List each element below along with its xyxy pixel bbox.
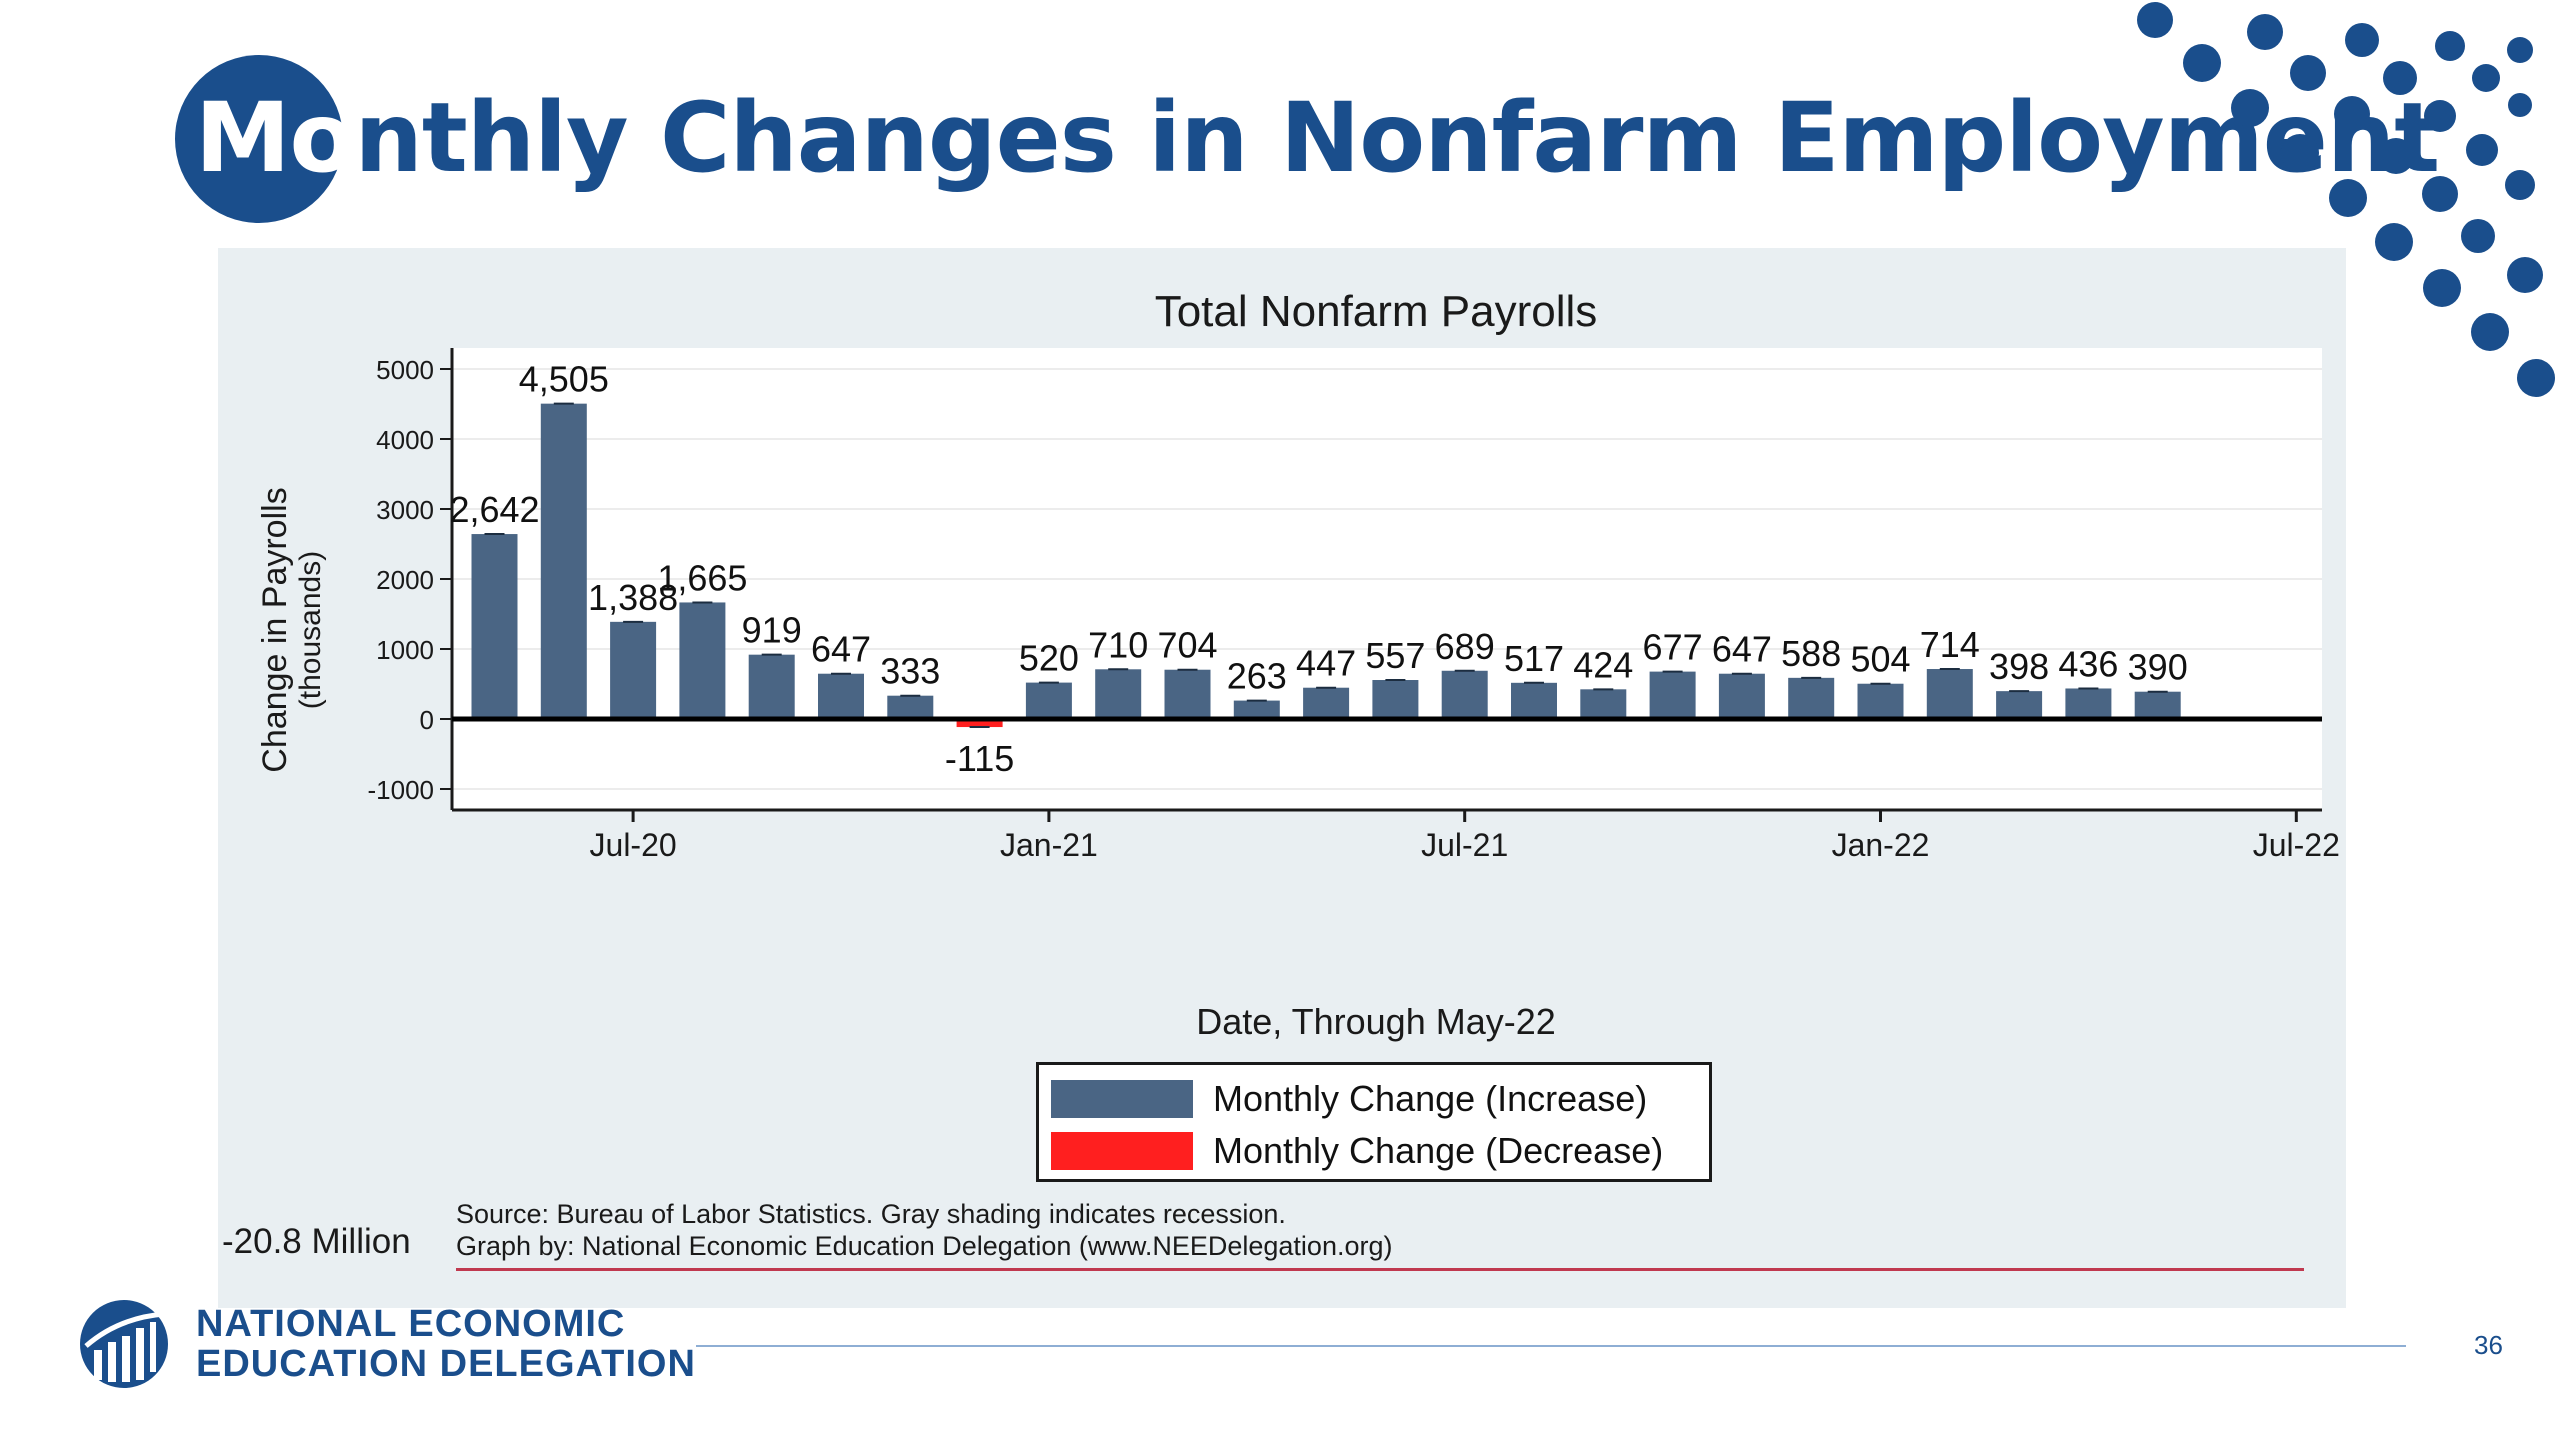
bar-chart: Total Nonfarm Payrolls -1000 0 1000 2000 300…: [256, 287, 2340, 1042]
title-circle: [175, 55, 343, 223]
org-name-line2: EDUCATION DELEGATION: [196, 1343, 696, 1385]
chart-panel: Total Nonfarm Payrolls -1000 0 1000 2000 300…: [218, 248, 2346, 1308]
bar-increase: [471, 534, 518, 719]
data-label: 263: [1227, 656, 1287, 697]
bar-decrease: [956, 719, 1003, 728]
y-tick-label: 1000: [376, 635, 434, 665]
data-label: 2,642: [449, 489, 539, 530]
page-number: 36: [2474, 1330, 2503, 1360]
y-tick-label: 3000: [376, 495, 434, 525]
x-tick-label: Jul-22: [2253, 827, 2340, 863]
bar-increase: [1233, 700, 1280, 719]
x-tick-label: Jul-21: [1421, 827, 1508, 863]
data-label: 1,665: [657, 557, 747, 598]
y-axis: -1000 0 1000 2000 3000 4000 5000: [368, 348, 454, 810]
source-note: Source: Bureau of Labor Statistics. Gray…: [456, 1198, 1392, 1262]
data-label: 919: [742, 610, 802, 651]
footer-rule: [696, 1345, 2406, 1347]
org-name: NATIONAL ECONOMIC EDUCATION DELEGATION: [196, 1304, 696, 1384]
x-tick-label: Jan-22: [1832, 827, 1930, 863]
y-tick-label: -1000: [368, 775, 435, 805]
y-tick-label: 2000: [376, 565, 434, 595]
bar-increase: [1649, 671, 1696, 719]
data-label: 588: [1781, 633, 1841, 674]
data-label: 436: [2058, 643, 2118, 684]
data-label: 1,388: [588, 577, 678, 618]
bar-increase: [1164, 669, 1211, 719]
bar-increase: [1788, 677, 1835, 719]
legend-item-increase: Monthly Change (Increase): [1051, 1077, 1647, 1121]
legend-label-decrease: Monthly Change (Decrease): [1213, 1130, 1664, 1171]
chart-title: Total Nonfarm Payrolls: [1155, 287, 1598, 336]
bar-increase: [610, 621, 657, 719]
y-axis-title-line1: Change in Payrolls: [256, 487, 294, 772]
data-label: -115: [945, 738, 1014, 779]
data-label: 4,505: [519, 359, 609, 400]
bars: [452, 402, 2322, 729]
slide-title: Monthly Changes in Nonfarm Employment: [195, 73, 2440, 203]
x-axis-title: Date, Through May-22: [1196, 1001, 1556, 1042]
legend-item-decrease: Monthly Change (Decrease): [1051, 1129, 1663, 1173]
bar-increase: [1372, 680, 1419, 719]
bar-increase: [818, 673, 864, 719]
data-label: 398: [1989, 646, 2049, 687]
bar-increase: [1580, 689, 1627, 719]
y-axis-title: Change in Payrolls (thousands): [256, 487, 327, 772]
bar-increase: [1926, 669, 1973, 719]
y-tick-label: 0: [420, 705, 434, 735]
x-axis: Jul-20 Jan-21 Jul-21 Jan-22 Jul-22: [452, 808, 2340, 863]
data-label: 520: [1019, 638, 1079, 679]
bar-increase: [2065, 688, 2112, 719]
legend-swatch-decrease: [1051, 1132, 1193, 1170]
bar-increase: [540, 403, 587, 719]
decorative-dots: [2137, 2, 2555, 397]
side-note: -20.8 Million: [222, 1222, 411, 1261]
data-label: 689: [1435, 626, 1495, 667]
x-tick-label: Jul-20: [590, 827, 677, 863]
org-name-line1: NATIONAL ECONOMIC: [196, 1303, 626, 1345]
bar-increase: [887, 695, 934, 719]
bar-increase: [1996, 691, 2043, 719]
data-label: 333: [880, 651, 940, 692]
data-label: 504: [1850, 639, 1910, 680]
chart-legend: Monthly Change (Increase) Monthly Change…: [1036, 1062, 1712, 1182]
need-logo-icon: [80, 1300, 168, 1388]
data-label: 647: [811, 629, 871, 670]
data-label: 390: [2128, 647, 2188, 688]
bar-increase: [1511, 682, 1557, 719]
data-label: 677: [1643, 627, 1703, 668]
bar-increase: [1025, 682, 1072, 719]
bar-increase: [1441, 670, 1488, 719]
data-label: 714: [1920, 624, 1980, 665]
bar-increase: [1095, 669, 1142, 719]
bar-increase: [2134, 691, 2181, 719]
bar-increase: [679, 602, 726, 719]
source-line: Source: Bureau of Labor Statistics. Gray…: [456, 1199, 1286, 1229]
slide-title-first: Mo: [195, 82, 355, 194]
y-tick-label: 4000: [376, 425, 434, 455]
legend-label-increase: Monthly Change (Increase): [1213, 1078, 1648, 1119]
data-label: 710: [1088, 624, 1148, 665]
y-axis-title-line2: (thousands): [294, 551, 327, 709]
bar-increase: [1718, 673, 1765, 719]
credit-line: Graph by: National Economic Education De…: [456, 1231, 1393, 1261]
data-label: 517: [1504, 638, 1564, 679]
data-label: 704: [1157, 625, 1217, 666]
data-label: 647: [1712, 629, 1772, 670]
data-label: 424: [1573, 644, 1633, 685]
y-tick-label: 5000: [376, 355, 434, 385]
legend-swatch-increase: [1051, 1080, 1193, 1118]
data-label: 557: [1365, 635, 1425, 676]
bar-increase: [1303, 687, 1350, 719]
data-label: 447: [1296, 643, 1356, 684]
x-tick-label: Jan-21: [1000, 827, 1098, 863]
bar-increase: [748, 654, 795, 719]
slide-title-rest: nthly Changes in Nonfarm Employment: [354, 82, 2440, 194]
bar-increase: [1857, 683, 1904, 719]
red-rule: [456, 1268, 2304, 1271]
